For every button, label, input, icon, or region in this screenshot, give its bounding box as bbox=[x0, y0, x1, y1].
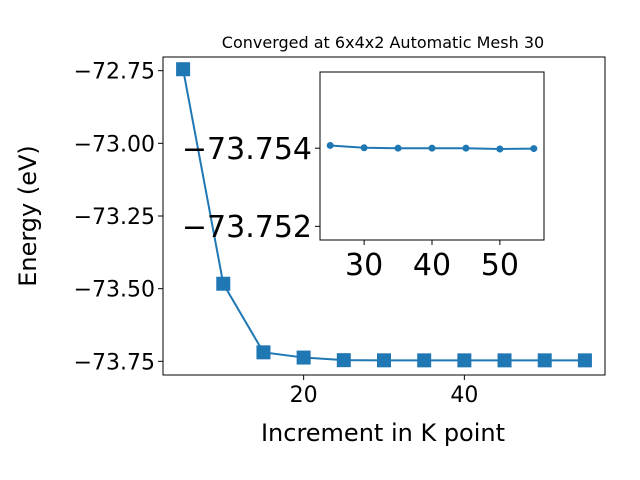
y-axis-label: Energy (eV) bbox=[14, 145, 42, 287]
y-tick-label: −73.75 bbox=[74, 350, 155, 375]
data-point bbox=[377, 353, 391, 368]
data-point bbox=[394, 144, 402, 152]
x-tick-label: 20 bbox=[290, 383, 318, 408]
x-axis-label: Increment in K point bbox=[261, 419, 505, 447]
y-tick-label: −73.00 bbox=[74, 132, 155, 157]
inset-x-ticks: 30 40 50 bbox=[345, 240, 519, 283]
main-series-markers bbox=[176, 62, 592, 368]
data-point bbox=[176, 62, 191, 77]
data-point bbox=[336, 353, 351, 368]
data-point bbox=[326, 141, 334, 149]
inset-y-ticks: −73.754 −73.752 bbox=[182, 132, 320, 245]
y-tick-label: −73.752 bbox=[182, 210, 312, 245]
x-tick-label: 50 bbox=[481, 248, 519, 283]
data-point bbox=[428, 144, 436, 152]
data-point bbox=[537, 353, 552, 368]
data-point bbox=[496, 145, 504, 153]
data-point bbox=[256, 345, 271, 360]
data-point bbox=[497, 353, 512, 368]
inset-plot-frame bbox=[319, 71, 545, 241]
inset-series-markers bbox=[326, 141, 538, 153]
data-point bbox=[360, 144, 368, 152]
main-y-ticks: −72.75 −73.00 −73.25 −73.50 −73.75 bbox=[74, 60, 163, 375]
data-point bbox=[296, 350, 311, 365]
y-tick-label: −73.50 bbox=[74, 278, 155, 303]
y-tick-label: −73.25 bbox=[74, 205, 155, 230]
y-tick-label: −72.75 bbox=[74, 60, 155, 85]
data-point bbox=[530, 145, 538, 153]
data-point bbox=[216, 276, 231, 291]
x-tick-label: 30 bbox=[345, 248, 383, 283]
chart-title: Converged at 6x4x2 Automatic Mesh 30 bbox=[222, 33, 544, 52]
inset-plot: −73.754 −73.752 30 40 50 bbox=[182, 71, 545, 283]
x-tick-label: 40 bbox=[413, 248, 451, 283]
data-point bbox=[417, 353, 432, 368]
main-x-ticks: 20 40 bbox=[290, 375, 478, 408]
data-point bbox=[457, 353, 472, 368]
x-tick-label: 40 bbox=[450, 383, 478, 408]
y-tick-label: −73.754 bbox=[182, 132, 312, 167]
data-point bbox=[577, 353, 592, 368]
data-point bbox=[462, 144, 470, 152]
